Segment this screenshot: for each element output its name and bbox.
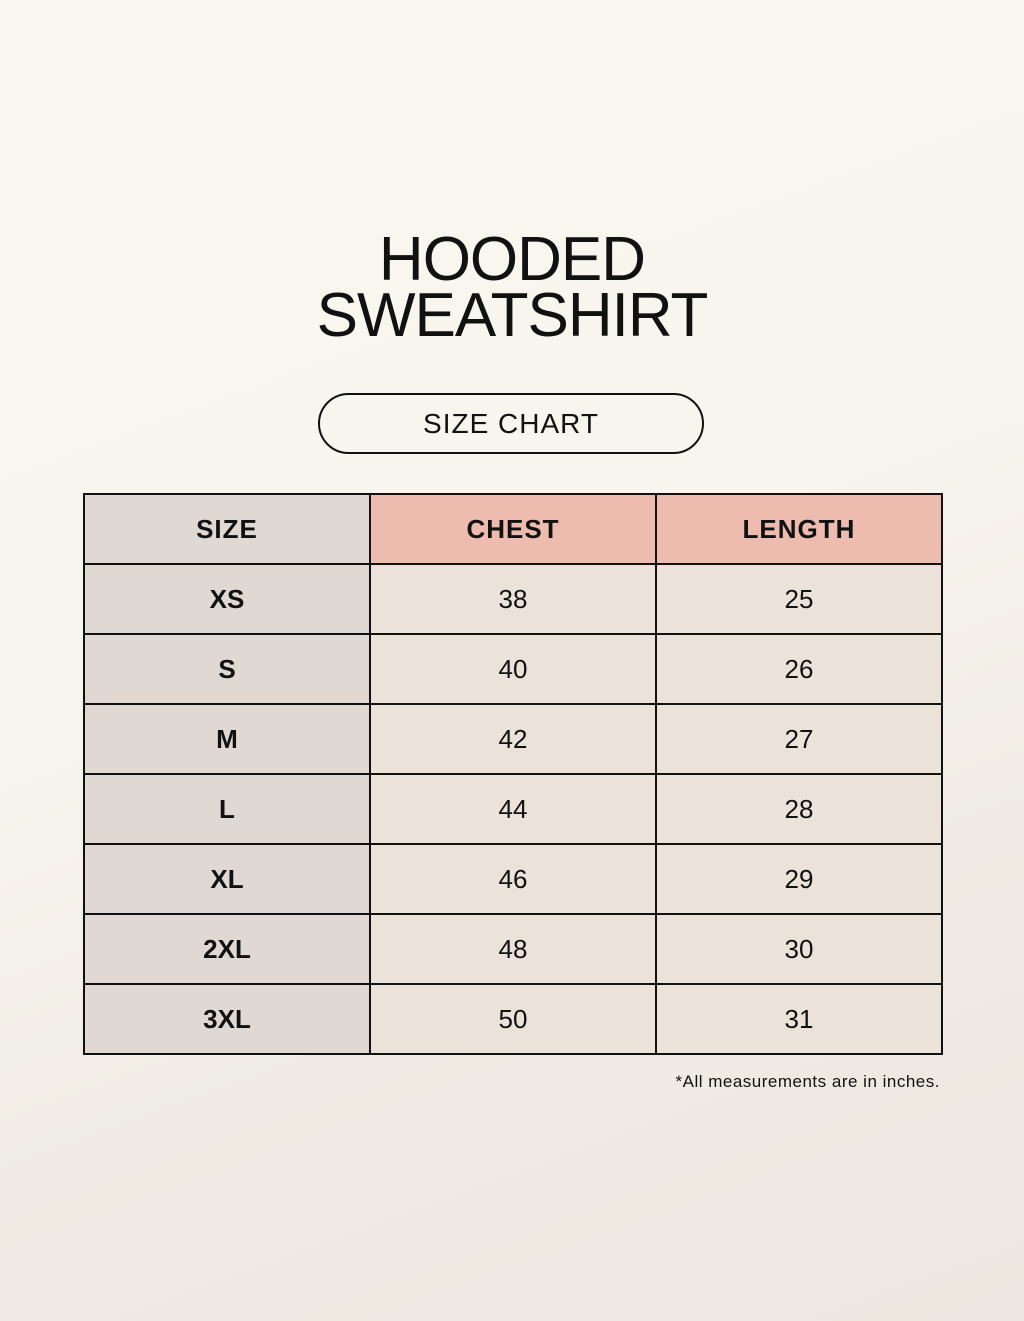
chest-cell: 38 [369, 563, 657, 635]
chest-cell: 40 [369, 633, 657, 705]
chest-cell: 44 [369, 773, 657, 845]
chest-cell: 48 [369, 913, 657, 985]
length-cell: 30 [655, 913, 943, 985]
size-cell: 3XL [83, 983, 371, 1055]
table-row: L 44 28 [83, 773, 943, 845]
length-cell: 27 [655, 703, 943, 775]
size-cell: XS [83, 563, 371, 635]
size-cell: 2XL [83, 913, 371, 985]
page-title: HOODED SWEATSHIRT [0, 225, 1024, 350]
size-cell: XL [83, 843, 371, 915]
chest-cell: 42 [369, 703, 657, 775]
length-cell: 26 [655, 633, 943, 705]
chest-cell: 46 [369, 843, 657, 915]
header-size: SIZE [83, 493, 371, 565]
header-length: LENGTH [655, 493, 943, 565]
size-table: SIZE CHEST LENGTH XS 38 25 S 40 26 M 42 27 L 44 28 X… [83, 493, 943, 1055]
size-cell: S [83, 633, 371, 705]
header-chest: CHEST [369, 493, 657, 565]
title-line-1: HOODED [378, 225, 646, 294]
table-row: S 40 26 [83, 633, 943, 705]
length-cell: 29 [655, 843, 943, 915]
table-row: XS 38 25 [83, 563, 943, 635]
length-cell: 25 [655, 563, 943, 635]
title-line-2: SWEATSHIRT [316, 281, 709, 350]
size-chart-label: SIZE CHART [318, 393, 704, 454]
table-header-row: SIZE CHEST LENGTH [83, 493, 943, 565]
table-row: 3XL 50 31 [83, 983, 943, 1055]
table-row: 2XL 48 30 [83, 913, 943, 985]
size-cell: L [83, 773, 371, 845]
chest-cell: 50 [369, 983, 657, 1055]
length-cell: 31 [655, 983, 943, 1055]
table-row: XL 46 29 [83, 843, 943, 915]
table-row: M 42 27 [83, 703, 943, 775]
footnote: *All measurements are in inches. [675, 1072, 940, 1091]
length-cell: 28 [655, 773, 943, 845]
size-cell: M [83, 703, 371, 775]
